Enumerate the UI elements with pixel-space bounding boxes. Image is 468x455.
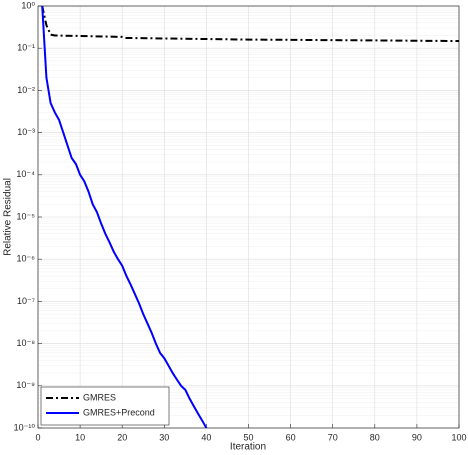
legend-label: GMRES [83, 392, 116, 402]
x-tick-label: 70 [328, 432, 338, 442]
x-tick-label: 10 [75, 432, 85, 442]
y-axis-label: Relative Residual [3, 178, 14, 256]
x-axis-label: Iteration [230, 442, 266, 453]
plot-frame [37, 5, 460, 429]
y-tick-label: 10⁻² [17, 85, 35, 95]
x-tick-label: 20 [117, 432, 127, 442]
x-tick-label: 30 [159, 432, 169, 442]
y-tick-label: 10⁻⁴ [16, 169, 35, 179]
y-tick-label: 10⁻⁷ [17, 296, 35, 306]
x-tick-label: 100 [451, 432, 466, 442]
y-tick-label: 10⁻⁵ [17, 211, 36, 221]
y-tick-label: 10⁻⁸ [16, 338, 35, 348]
x-tick-label: 50 [243, 432, 253, 442]
series-line [41, 6, 208, 428]
legend-box [40, 386, 170, 426]
x-tick-label: 60 [286, 432, 296, 442]
x-tick-label: 0 [35, 432, 40, 442]
y-tick-label: 10⁻¹ [17, 43, 35, 53]
y-tick-label: 10⁻⁹ [16, 380, 35, 390]
x-tick-label: 80 [370, 432, 380, 442]
legend-label: GMRES+Precond [83, 407, 155, 417]
y-tick-label: 10⁰ [21, 0, 35, 10]
x-tick-label: 90 [412, 432, 422, 442]
x-tick-label: 40 [201, 432, 211, 442]
y-tick-label: 10⁻¹⁰ [14, 422, 36, 432]
y-tick-label: 10⁻³ [17, 127, 35, 137]
y-tick-label: 10⁻⁶ [17, 254, 36, 264]
series-line [41, 6, 459, 43]
